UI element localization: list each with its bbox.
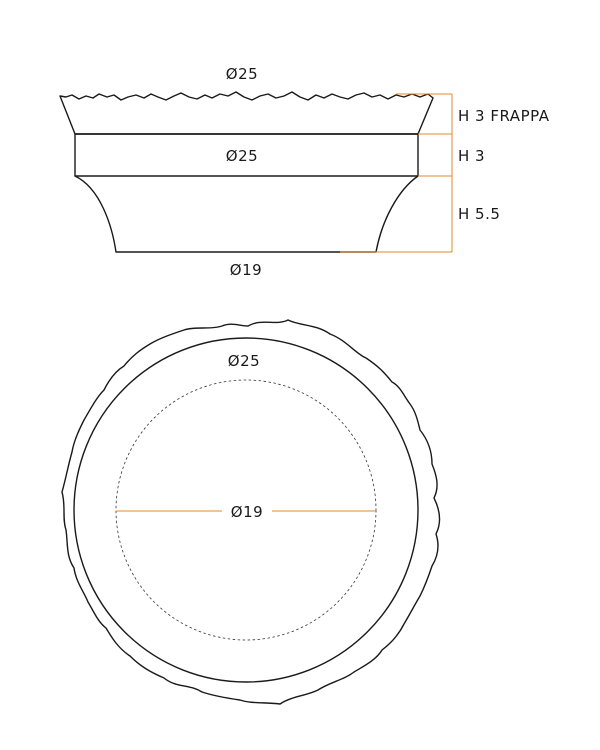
side-bottom-diameter-label: Ø19 bbox=[230, 261, 262, 279]
frappa-rough-edge bbox=[61, 319, 441, 705]
inner-circle-d19 bbox=[115, 379, 377, 641]
height-label-middle: H 3 bbox=[458, 147, 485, 165]
height-label-base: H 5.5 bbox=[458, 205, 500, 223]
middle-band bbox=[74, 133, 419, 177]
top-view: Ø25 Ø19 bbox=[61, 319, 441, 705]
side-view: Ø25 Ø25 Ø19 H 3 FRAPPA H 3 H 5.5 bbox=[59, 65, 550, 279]
base-taper-outline bbox=[74, 175, 419, 253]
side-top-diameter-label: Ø25 bbox=[226, 65, 258, 83]
height-label-frappa: H 3 FRAPPA bbox=[458, 107, 550, 125]
top-inner-diameter-label: Ø19 bbox=[231, 503, 263, 521]
side-middle-diameter-label: Ø25 bbox=[226, 147, 258, 165]
frappa-band-outline bbox=[59, 91, 434, 135]
height-dimensions bbox=[340, 93, 453, 253]
top-outer-diameter-label: Ø25 bbox=[228, 352, 260, 370]
outer-circle-d25 bbox=[73, 337, 419, 683]
